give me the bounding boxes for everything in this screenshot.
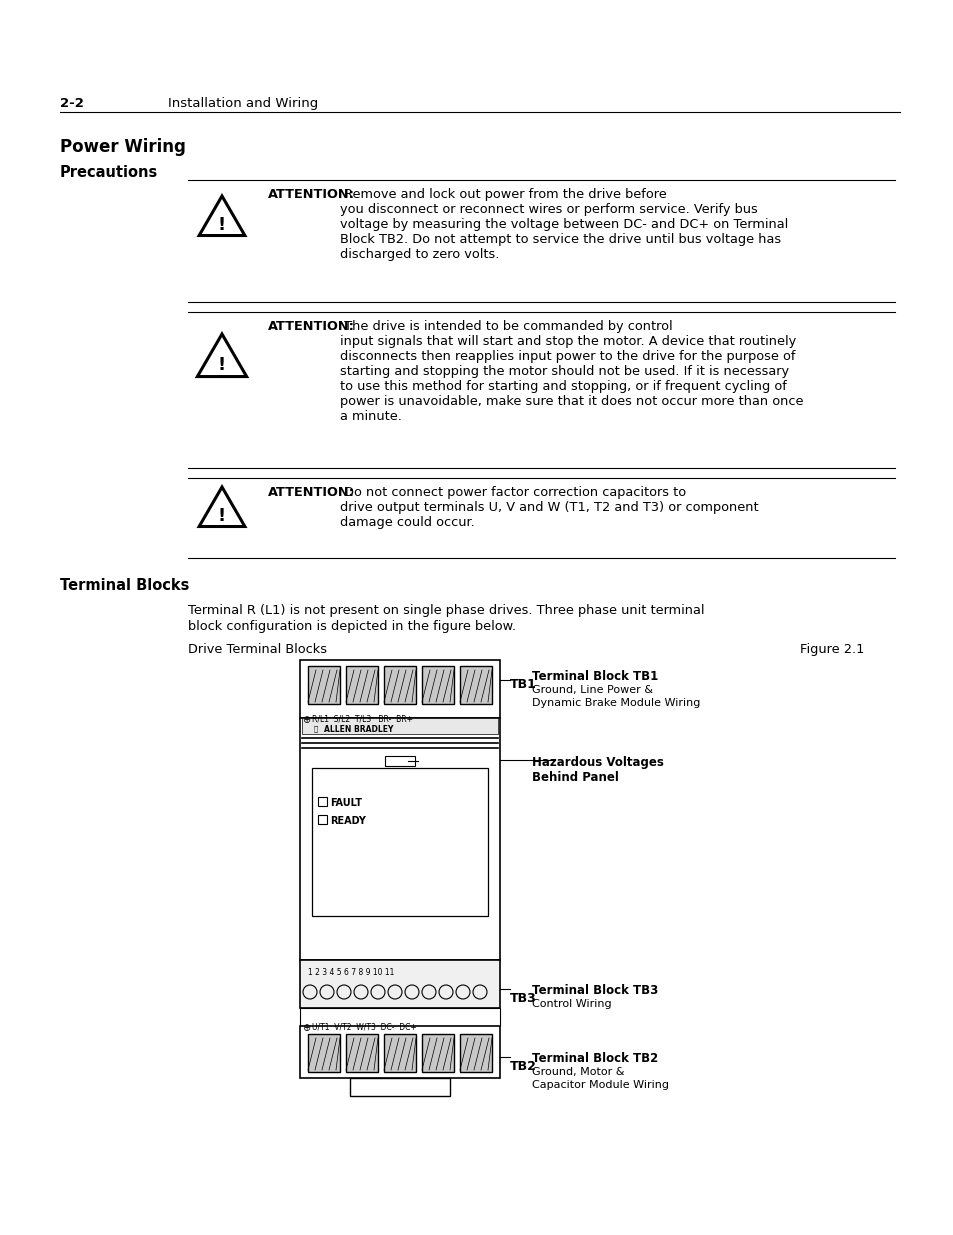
Text: ATTENTION:: ATTENTION: — [268, 487, 355, 499]
Text: 2-2: 2-2 — [60, 98, 84, 110]
Text: Terminal Block TB2: Terminal Block TB2 — [532, 1052, 658, 1065]
Bar — [421, 666, 454, 704]
Text: ⊕: ⊕ — [302, 715, 310, 725]
Text: Ground, Line Power &: Ground, Line Power & — [532, 685, 652, 695]
Text: Terminal Block TB1: Terminal Block TB1 — [532, 671, 658, 683]
Bar — [299, 960, 499, 1008]
Bar — [459, 666, 492, 704]
Text: Hazardous Voltages: Hazardous Voltages — [532, 756, 663, 769]
Bar — [299, 659, 499, 718]
Text: Terminal Blocks: Terminal Blocks — [60, 578, 190, 593]
Bar — [459, 1034, 492, 1072]
Text: Precautions: Precautions — [60, 165, 158, 180]
Bar — [308, 666, 339, 704]
Text: READY: READY — [330, 816, 366, 826]
Bar — [384, 666, 416, 704]
Bar — [385, 756, 415, 766]
Text: Behind Panel: Behind Panel — [532, 771, 618, 784]
Text: Figure 2.1: Figure 2.1 — [800, 643, 863, 656]
Text: ATTENTION:: ATTENTION: — [268, 188, 355, 201]
Bar — [346, 1034, 377, 1072]
Bar — [350, 1078, 450, 1095]
Text: Ground, Motor &: Ground, Motor & — [532, 1067, 624, 1077]
Text: U/T1  V/T2  W/T3  DC-  DC+: U/T1 V/T2 W/T3 DC- DC+ — [312, 1023, 416, 1032]
Text: !: ! — [217, 506, 226, 525]
Text: Control Wiring: Control Wiring — [532, 999, 611, 1009]
Bar — [317, 815, 327, 824]
Text: TB2: TB2 — [510, 1060, 537, 1073]
Text: Power Wiring: Power Wiring — [60, 138, 186, 156]
Text: TB1: TB1 — [510, 678, 537, 692]
Text: The drive is intended to be commanded by control
input signals that will start a: The drive is intended to be commanded by… — [339, 320, 802, 424]
Text: Do not connect power factor correction capacitors to
drive output terminals U, V: Do not connect power factor correction c… — [339, 487, 758, 529]
Polygon shape — [197, 333, 247, 377]
Bar — [302, 718, 497, 734]
Bar — [308, 1034, 339, 1072]
Bar — [421, 1034, 454, 1072]
Text: ATTENTION:: ATTENTION: — [268, 320, 355, 333]
Text: Terminal Block TB3: Terminal Block TB3 — [532, 984, 658, 997]
Text: Terminal R (L1) is not present on single phase drives. Three phase unit terminal: Terminal R (L1) is not present on single… — [188, 604, 703, 618]
Text: R/L1  S/L2  T/L3   BR-  BR+: R/L1 S/L2 T/L3 BR- BR+ — [312, 715, 413, 724]
Text: !: ! — [217, 216, 226, 233]
Polygon shape — [199, 487, 245, 526]
Text: ⊕: ⊕ — [302, 1023, 310, 1032]
Bar — [312, 768, 488, 916]
Text: Dynamic Brake Module Wiring: Dynamic Brake Module Wiring — [532, 698, 700, 708]
Text: Capacitor Module Wiring: Capacitor Module Wiring — [532, 1079, 668, 1091]
Text: Ⓐ: Ⓐ — [314, 726, 318, 732]
Text: 1 2 3 4 5 6 7 8 9 10 11: 1 2 3 4 5 6 7 8 9 10 11 — [308, 968, 394, 977]
Text: Drive Terminal Blocks: Drive Terminal Blocks — [188, 643, 327, 656]
Bar — [384, 1034, 416, 1072]
Text: FAULT: FAULT — [330, 798, 361, 808]
Text: block configuration is depicted in the figure below.: block configuration is depicted in the f… — [188, 620, 516, 634]
Bar — [317, 797, 327, 806]
Polygon shape — [199, 196, 245, 236]
Bar — [346, 666, 377, 704]
Text: TB3: TB3 — [510, 992, 537, 1005]
Bar — [299, 1008, 499, 1026]
Text: ALLEN BRADLEY: ALLEN BRADLEY — [324, 725, 393, 734]
Text: !: ! — [217, 356, 226, 374]
Text: Installation and Wiring: Installation and Wiring — [168, 98, 318, 110]
Text: Remove and lock out power from the drive before
you disconnect or reconnect wire: Remove and lock out power from the drive… — [339, 188, 787, 261]
Bar — [299, 718, 499, 960]
Bar — [299, 1026, 499, 1078]
